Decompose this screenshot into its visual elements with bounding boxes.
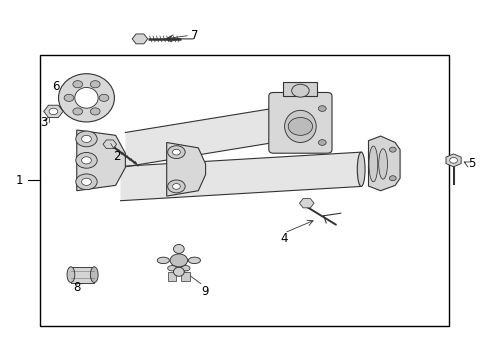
- Circle shape: [76, 131, 97, 147]
- Ellipse shape: [188, 257, 200, 264]
- Polygon shape: [181, 272, 190, 281]
- Circle shape: [76, 174, 97, 190]
- Polygon shape: [125, 104, 300, 167]
- Circle shape: [167, 180, 185, 193]
- Circle shape: [170, 254, 187, 267]
- Ellipse shape: [167, 266, 176, 271]
- Ellipse shape: [173, 267, 184, 276]
- Ellipse shape: [296, 104, 304, 138]
- Circle shape: [81, 135, 91, 143]
- Circle shape: [318, 140, 325, 145]
- Circle shape: [64, 94, 74, 102]
- Ellipse shape: [181, 266, 190, 271]
- Circle shape: [90, 108, 100, 115]
- Ellipse shape: [157, 257, 169, 264]
- Ellipse shape: [357, 152, 365, 186]
- Ellipse shape: [173, 244, 184, 253]
- Circle shape: [167, 146, 185, 158]
- Ellipse shape: [378, 149, 386, 179]
- Circle shape: [172, 184, 180, 189]
- Ellipse shape: [59, 74, 114, 122]
- Circle shape: [73, 81, 82, 88]
- Text: 4: 4: [280, 233, 287, 246]
- Circle shape: [90, 81, 100, 88]
- Ellipse shape: [286, 110, 294, 136]
- Polygon shape: [283, 82, 317, 96]
- Circle shape: [81, 157, 91, 164]
- Circle shape: [318, 106, 325, 111]
- Ellipse shape: [75, 87, 98, 108]
- Circle shape: [291, 84, 308, 97]
- Polygon shape: [71, 267, 94, 283]
- Polygon shape: [368, 136, 399, 191]
- Circle shape: [49, 108, 58, 114]
- Text: 7: 7: [191, 29, 198, 42]
- Polygon shape: [166, 143, 205, 196]
- Ellipse shape: [67, 267, 75, 283]
- Circle shape: [73, 108, 82, 115]
- Circle shape: [388, 176, 395, 181]
- Text: 8: 8: [73, 281, 81, 294]
- Text: 6: 6: [53, 80, 60, 93]
- Text: 5: 5: [468, 157, 475, 170]
- Circle shape: [99, 94, 109, 102]
- Polygon shape: [77, 130, 125, 191]
- FancyBboxPatch shape: [268, 93, 331, 153]
- Ellipse shape: [284, 111, 316, 143]
- Bar: [40, 55, 448, 327]
- Text: 3: 3: [41, 116, 48, 129]
- Ellipse shape: [368, 146, 377, 182]
- Polygon shape: [120, 152, 361, 201]
- Ellipse shape: [90, 267, 98, 283]
- Circle shape: [287, 117, 312, 135]
- Circle shape: [172, 149, 180, 155]
- Circle shape: [388, 147, 395, 152]
- Text: 1: 1: [16, 174, 23, 186]
- Circle shape: [81, 178, 91, 185]
- Polygon shape: [167, 272, 176, 281]
- Text: 2: 2: [113, 150, 121, 163]
- Circle shape: [449, 157, 457, 163]
- Text: 9: 9: [201, 285, 208, 298]
- Circle shape: [76, 153, 97, 168]
